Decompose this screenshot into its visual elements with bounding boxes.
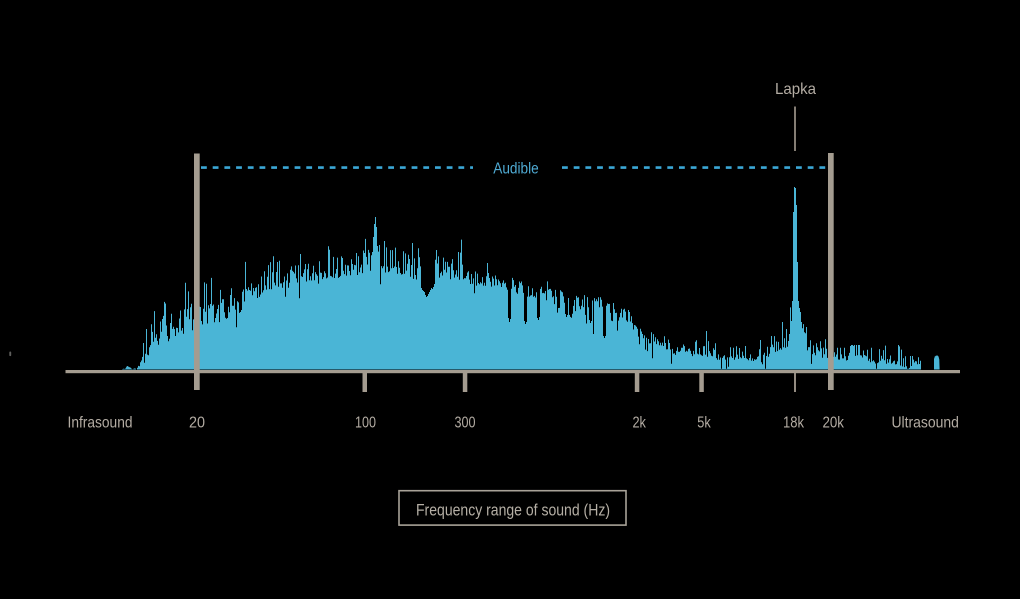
svg-text:Frequency range of sound (Hz): Frequency range of sound (Hz) bbox=[416, 502, 610, 520]
svg-text:Ultrasound: Ultrasound bbox=[891, 415, 959, 432]
svg-text:20k: 20k bbox=[822, 415, 844, 432]
svg-text:300: 300 bbox=[455, 415, 476, 432]
svg-text:2k: 2k bbox=[632, 415, 646, 432]
svg-text:5k: 5k bbox=[697, 415, 711, 432]
svg-text:Audible: Audible bbox=[493, 160, 539, 177]
svg-text:Lapka: Lapka bbox=[775, 81, 816, 98]
svg-text:100: 100 bbox=[355, 415, 376, 432]
svg-text:Infrasound: Infrasound bbox=[68, 415, 133, 432]
svg-text:18k: 18k bbox=[783, 415, 805, 432]
svg-text:20: 20 bbox=[189, 415, 205, 432]
